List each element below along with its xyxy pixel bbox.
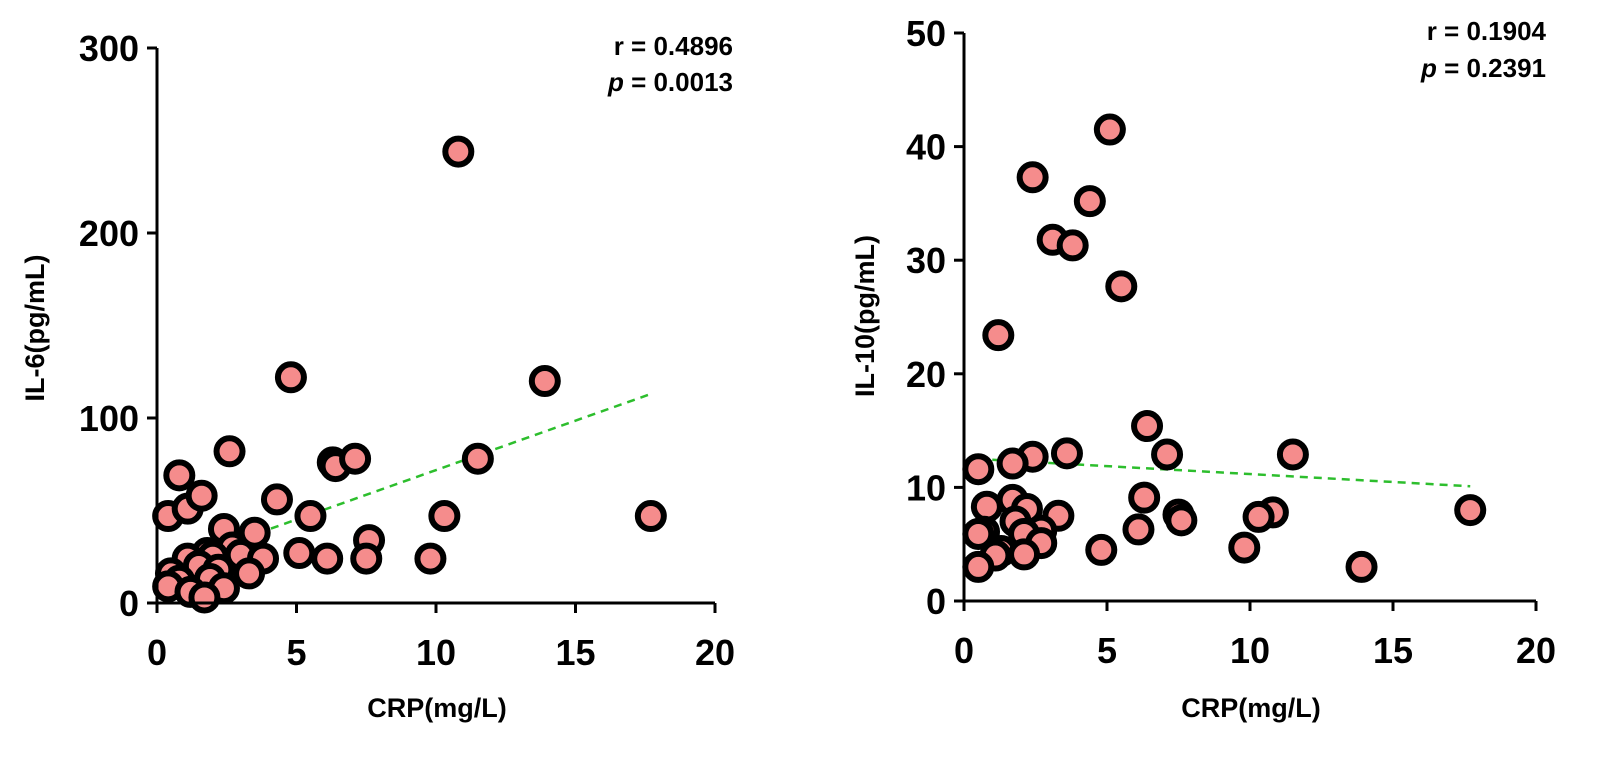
il10-y-tick-label-4: 40 — [906, 127, 946, 168]
il10-data-point — [1131, 410, 1164, 443]
il6-points-layer — [152, 135, 667, 614]
il10-data-point — [1105, 270, 1138, 303]
il6-x-axis-title: CRP(mg/L) — [367, 693, 506, 723]
il6-p-value: = 0.0013 — [624, 67, 733, 97]
il6-data-point — [283, 537, 316, 570]
il10-p-annotation: p = 0.2391 — [1420, 53, 1546, 83]
il6-data-point — [350, 542, 383, 575]
il10-y-tick-label-5: 50 — [906, 13, 946, 54]
il10-data-point — [1008, 538, 1041, 571]
il6-x-tick-label-0: 0 — [147, 632, 167, 673]
il6-y-tick-label-0: 0 — [119, 583, 139, 624]
il10-data-point — [982, 319, 1015, 352]
il10-axes — [962, 33, 1536, 603]
il10-p-value: = 0.2391 — [1437, 53, 1546, 83]
il6-data-point — [294, 500, 327, 533]
il6-data-point — [163, 459, 196, 492]
il10-data-point — [1228, 531, 1261, 564]
il10-data-point — [962, 453, 995, 486]
il6-x-tick-label-3: 15 — [555, 632, 595, 673]
il10-data-point — [962, 550, 995, 583]
il10-data-point — [1050, 437, 1083, 470]
il10-data-point — [1454, 494, 1487, 527]
il10-points-layer — [962, 113, 1487, 583]
il6-data-point — [528, 365, 561, 397]
il10-x-tick-label-0: 0 — [954, 630, 974, 671]
il6-y-axis-title: IL-6(pg/mL) — [20, 255, 50, 402]
il6-p-label: p — [607, 67, 624, 97]
il6-y-tick-label-3: 300 — [79, 28, 139, 69]
il10-data-point — [1093, 113, 1126, 146]
il6-data-point — [311, 542, 344, 575]
il6-data-point — [339, 442, 372, 475]
il10-r-annotation: r = 0.1904 — [1427, 16, 1547, 46]
il10-data-point — [1242, 500, 1275, 533]
il10-data-point — [1128, 481, 1161, 514]
il6-x-tick-label-2: 10 — [416, 632, 456, 673]
il10-y-tick-label-0: 0 — [926, 581, 946, 622]
il6-axes — [155, 48, 715, 605]
il6-data-point — [274, 361, 307, 394]
il6-data-point — [213, 435, 246, 468]
il10-data-point — [1085, 533, 1118, 566]
il6-data-point — [442, 135, 475, 168]
il10-y-tick-label-2: 20 — [906, 354, 946, 395]
il10-data-point — [1122, 513, 1155, 546]
il10-x-tick-label-4: 20 — [1516, 630, 1556, 671]
il6-data-point — [461, 442, 494, 475]
il10-data-point — [1345, 550, 1378, 583]
il10-x-tick-label-1: 5 — [1097, 630, 1117, 671]
il10-data-point — [1016, 161, 1049, 194]
il6-x-tick-label-1: 5 — [286, 632, 306, 673]
il10-axis-ticks: 0 5 10 15 20 0 10 20 30 40 50 — [906, 13, 1556, 671]
il10-p-label: p — [1420, 53, 1437, 83]
il6-data-point — [428, 500, 461, 533]
il6-r-annotation: r = 0.4896 — [614, 31, 733, 61]
il6-data-point — [185, 479, 218, 512]
il10-data-point — [996, 447, 1029, 480]
il10-x-tick-label-2: 10 — [1230, 630, 1270, 671]
il10-trend-line — [978, 457, 1471, 488]
il10-data-point — [1073, 185, 1106, 218]
il6-data-point — [233, 557, 266, 590]
il6-x-tick-label-4: 20 — [695, 632, 735, 673]
il10-trend-layer — [978, 457, 1471, 488]
il10-data-point — [1151, 438, 1184, 471]
il6-data-point — [188, 581, 221, 614]
il6-p-annotation: p = 0.0013 — [607, 67, 733, 97]
il6-data-point — [260, 483, 293, 516]
il6-scatter-panel: r = 0.4896 p = 0.0013 CRP(mg/L) IL-6(pg/… — [20, 28, 735, 723]
il6-data-point — [414, 542, 447, 575]
il6-data-point — [634, 500, 667, 533]
il10-x-axis-title: CRP(mg/L) — [1181, 693, 1320, 723]
il10-y-tick-label-3: 30 — [906, 240, 946, 281]
il10-x-tick-label-3: 15 — [1373, 630, 1413, 671]
il6-y-tick-label-2: 200 — [79, 213, 139, 254]
il6-y-tick-label-1: 100 — [79, 398, 139, 439]
il10-data-point — [1276, 438, 1309, 471]
il10-y-tick-label-1: 10 — [906, 467, 946, 508]
il10-data-point — [1165, 504, 1198, 537]
il10-scatter-panel: r = 0.1904 p = 0.2391 CRP(mg/L) IL-10(pg… — [850, 13, 1556, 723]
il10-y-axis-title: IL-10(pg/mL) — [850, 235, 880, 397]
il10-data-point — [1056, 229, 1089, 262]
il10-data-point — [970, 490, 1003, 523]
